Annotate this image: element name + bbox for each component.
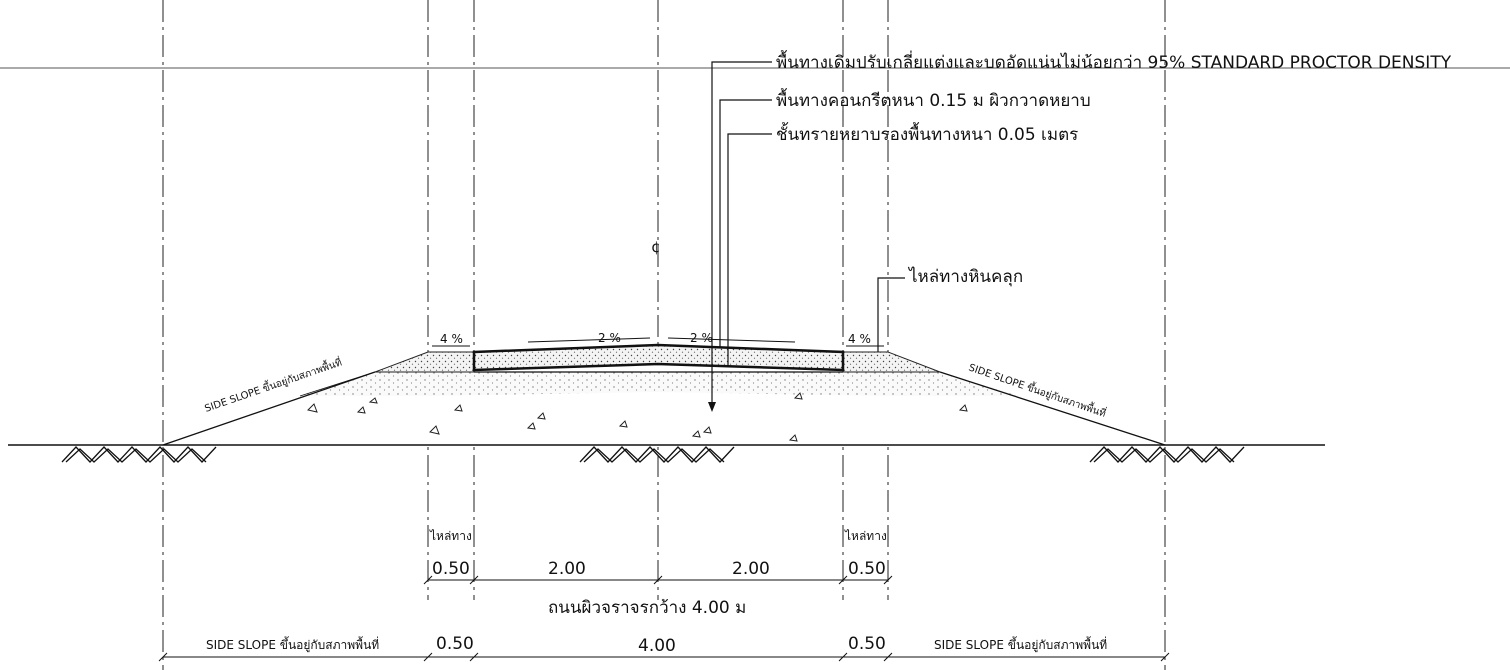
concrete-pavement [472,343,845,372]
annotation-sand-base: ชั้นทรายหยาบรองพื้นทางหนา 0.05 เมตร [776,122,1078,145]
dim-row2-right-shoulder: 0.50 [848,634,886,654]
road-width-caption: ถนนผิวจราจรกว้าง 4.00 ม [548,598,746,618]
annotation-leaders [711,61,905,408]
right-shoulder-rock [842,351,941,373]
dimension-line-row1 [423,575,893,585]
shoulder-label-right: ไหล่ทาง [844,529,887,543]
centerline-symbol: ¢ [651,238,661,256]
dim-left-shoulder: 0.50 [432,559,470,579]
rock-symbols [307,392,968,442]
annotation-shoulder-rock: ไหล่ทางหินคลุก [907,266,1023,287]
dim-row2-left-shoulder: 0.50 [436,634,474,654]
dim-right-side-slope: SIDE SLOPE ขึ้นอยู่กับสภาพพื้นที่ [934,636,1107,653]
ground-hatch-right [1089,446,1245,463]
annotation-concrete-surface: พื้นทางคอนกรีตหนา 0.15 ม ผิวกวาดหยาบ [776,88,1091,111]
dim-left-side-slope: SIDE SLOPE ขึ้นอยู่กับสภาพพื้นที่ [206,636,379,653]
dim-left-lane: 2.00 [548,559,586,579]
sand-subbase-layer [300,372,1020,396]
slope-right-shoulder: 4 % [848,332,871,346]
slope-arrows [432,337,884,347]
side-slope-lines [162,371,1166,446]
left-shoulder-rock [374,351,475,373]
dim-right-lane: 2.00 [732,559,770,579]
guide-lines [162,0,1166,670]
slope-left-shoulder: 4 % [440,332,463,346]
slope-right-lane: 2 % [690,331,713,345]
dim-right-shoulder: 0.50 [848,559,886,579]
ground-hatch-left [61,446,217,463]
slope-left-lane: 2 % [598,331,621,345]
dim-road-width: 4.00 [638,636,676,656]
shoulder-label-left: ไหล่ทาง [429,529,472,543]
annotation-existing-ground: พื้นทางเดิมปรับเกลี่ยแต่งและบดอัดแน่นไม่… [776,50,1452,73]
dimension-line-row2 [158,652,1170,662]
ground-hatch-center [579,446,735,463]
